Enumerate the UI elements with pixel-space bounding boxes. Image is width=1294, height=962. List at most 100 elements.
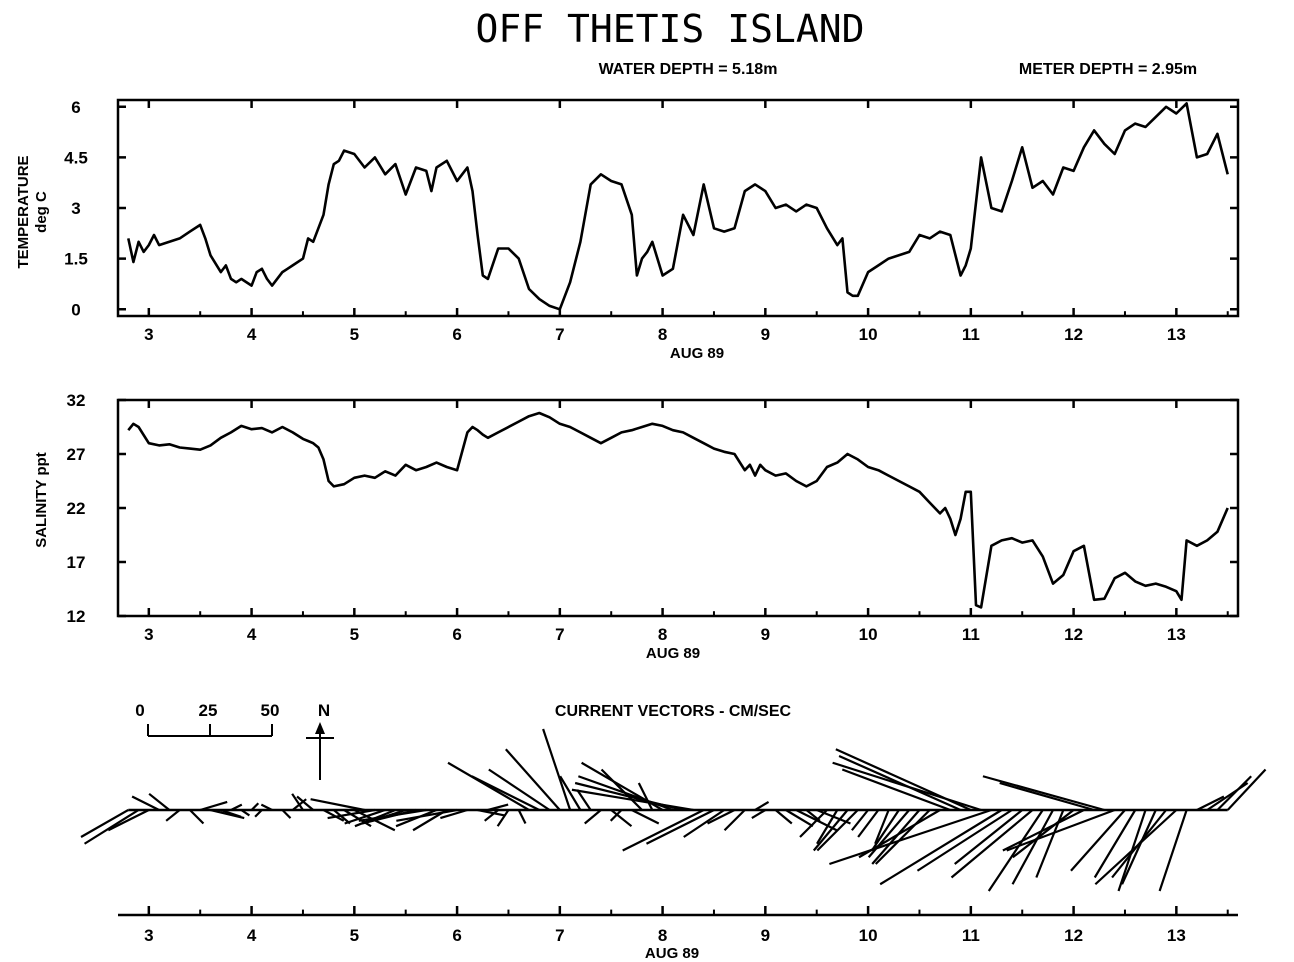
current-vector [829, 808, 992, 866]
current-vector [291, 793, 304, 811]
current-vector [220, 808, 242, 818]
current-vector [637, 782, 654, 811]
y-tick-label: 3 [71, 199, 80, 218]
salinity-x-axis-label: AUG 89 [646, 645, 700, 662]
scale-label: 50 [261, 701, 280, 720]
x-tick-label: 8 [658, 926, 667, 945]
salinity-panel: 12 17 22 27 32 3 4 5 6 7 8 9 10 11 12 13 AUG 89 SALINI… [33, 391, 1240, 662]
current-vector [707, 809, 736, 825]
x-tick-label: 6 [452, 926, 461, 945]
current-vector [1093, 809, 1137, 879]
current-vector [610, 809, 633, 828]
current-vector [440, 808, 468, 820]
salinity-series-line [127, 411, 1229, 609]
current-vector [879, 809, 1003, 886]
current-vector [477, 808, 505, 817]
current-vector [496, 809, 510, 827]
current-vector [310, 798, 365, 812]
current-vector [296, 795, 314, 811]
current-vector [199, 800, 228, 812]
current-vector [1011, 809, 1055, 885]
scale-label: 0 [135, 701, 144, 720]
current-vector [542, 728, 572, 811]
current-vector [832, 761, 982, 812]
x-tick-label: 3 [144, 926, 153, 945]
current-vector [954, 809, 1023, 865]
y-tick-label: 1.5 [64, 250, 88, 269]
y-tick-label: 27 [67, 445, 86, 464]
current-vector [396, 808, 458, 822]
x-tick-label: 9 [761, 625, 770, 644]
x-tick-label: 13 [1167, 325, 1186, 344]
current-vector [1012, 809, 1075, 859]
x-tick-label: 11 [962, 325, 980, 344]
current-vector [576, 789, 592, 811]
north-arrow-icon: N [306, 701, 334, 780]
x-tick-label: 4 [247, 926, 257, 945]
x-tick-label: 13 [1167, 625, 1186, 644]
current-vector [517, 809, 527, 824]
current-vector [799, 809, 828, 838]
temperature-x-ticks: 3 4 5 6 7 8 9 10 11 12 13 [144, 100, 1229, 344]
current-vector [281, 809, 292, 819]
x-tick-label: 11 [962, 926, 980, 945]
x-tick-label: 3 [144, 325, 153, 344]
current-vector [344, 808, 386, 825]
salinity-x-ticks: 3 4 5 6 7 8 9 10 11 12 13 [144, 400, 1229, 644]
current-vector [487, 803, 509, 812]
current-vector [584, 809, 602, 825]
current-vector [851, 809, 869, 831]
x-tick-label: 4 [247, 325, 257, 344]
current-vector [987, 809, 1044, 892]
current-vector [1158, 809, 1188, 892]
current-vector [857, 809, 880, 838]
current-vector [1006, 808, 1116, 852]
current-vector [260, 803, 273, 811]
current-vector [189, 809, 205, 825]
temperature-y-axis-unit: deg C [33, 191, 50, 233]
temperature-plot-frame [116, 98, 1240, 318]
meter-depth-label: METER DEPTH = 2.95m [1019, 61, 1197, 78]
x-tick-label: 12 [1064, 926, 1083, 945]
current-vector [812, 809, 849, 852]
temperature-panel: 0 1.5 3 4.5 6 3 4 5 6 7 8 9 10 11 12 13 AUG 89 TEMPERA… [15, 98, 1240, 362]
temperature-x-axis-label: AUG 89 [670, 345, 724, 362]
water-depth-label: WATER DEPTH = 5.18m [599, 61, 778, 78]
x-tick-label: 13 [1167, 926, 1186, 945]
chart-title: OFF THETIS ISLAND [476, 7, 865, 51]
north-label: N [318, 701, 330, 720]
current-vector [816, 809, 839, 845]
current-vector [751, 809, 766, 820]
x-tick-label: 8 [658, 625, 667, 644]
current-vector [80, 809, 129, 838]
x-tick-label: 6 [452, 325, 461, 344]
current-vector [1226, 768, 1267, 811]
current-vector [322, 809, 345, 822]
x-tick-label: 7 [555, 325, 564, 344]
current-vector [999, 781, 1095, 812]
current-vectors-title: CURRENT VECTORS - CM/SEC [555, 703, 792, 720]
current-vector [358, 808, 427, 822]
current-vector [631, 809, 660, 825]
current-vector [1121, 809, 1157, 885]
y-tick-label: 32 [67, 391, 86, 410]
current-vector [107, 809, 150, 832]
current-vector [571, 788, 694, 812]
current-vector [785, 809, 814, 828]
current-vector [816, 809, 859, 852]
current-vector [874, 809, 931, 865]
x-tick-label: 9 [761, 325, 770, 344]
scale-label: 25 [199, 701, 218, 720]
y-tick-label: 22 [67, 499, 86, 518]
x-tick-label: 5 [350, 325, 359, 344]
y-tick-label: 6 [71, 98, 80, 117]
current-vector [250, 802, 260, 811]
salinity-y-axis-label: SALINITY ppt [33, 452, 50, 548]
current-vector [950, 809, 1034, 879]
vector-x-ticks: 3 4 5 6 7 8 9 10 11 12 13 [144, 906, 1229, 945]
temperature-y-ticks: 0 1.5 3 4.5 6 [64, 98, 1238, 319]
x-tick-label: 4 [247, 625, 257, 644]
y-tick-label: 12 [67, 607, 86, 626]
temperature-y-axis-label: TEMPERATURE [15, 155, 32, 268]
